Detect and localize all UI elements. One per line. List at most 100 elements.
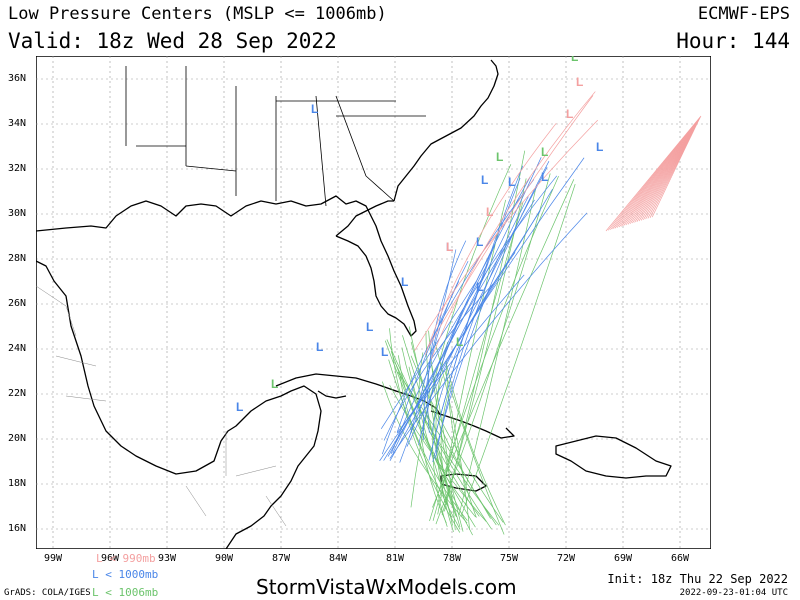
lon-label: 96W xyxy=(100,553,120,564)
track-line xyxy=(432,376,448,527)
low-marker: L xyxy=(566,107,573,121)
model-name: ECMWF-EPS xyxy=(697,4,790,24)
low-marker: L xyxy=(541,170,548,184)
track-line xyxy=(616,120,700,228)
lat-label: 18N xyxy=(8,478,27,489)
track-line xyxy=(618,121,699,228)
low-marker: L xyxy=(476,235,483,249)
track-line xyxy=(414,119,599,352)
low-marker: L xyxy=(456,335,463,349)
track-line xyxy=(380,281,477,430)
lon-label: 99W xyxy=(43,553,63,564)
track-line xyxy=(428,95,594,348)
valid-time: Valid: 18z Wed 28 Sep 2022 xyxy=(8,29,337,53)
low-marker: L xyxy=(576,75,583,89)
state-borders xyxy=(125,66,426,207)
low-marker: L xyxy=(446,240,453,254)
lat-label: 36N xyxy=(8,73,27,84)
init-time: Init: 18z Thu 22 Sep 2022 xyxy=(607,572,788,586)
low-marker: L xyxy=(311,102,318,116)
lon-label: 84W xyxy=(328,553,348,564)
low-marker: L xyxy=(541,145,548,159)
track-line xyxy=(623,122,698,226)
track-line xyxy=(383,283,494,441)
ensemble-tracks xyxy=(379,91,702,536)
mexico-states xyxy=(36,285,287,527)
track-line xyxy=(397,371,491,519)
low-marker: L xyxy=(508,175,515,189)
lon-label: 72W xyxy=(556,553,576,564)
track-line xyxy=(424,122,557,356)
track-line xyxy=(445,361,506,526)
low-marker: L xyxy=(446,240,453,254)
track-line xyxy=(388,359,461,530)
lon-label: 87W xyxy=(271,553,291,564)
low-marker: L xyxy=(381,345,388,359)
site-name: StormVistaWxModels.com xyxy=(256,575,517,599)
lon-label: 93W xyxy=(157,553,177,564)
track-line xyxy=(607,116,701,231)
forecast-hour: Hour: 144 xyxy=(676,29,790,53)
track-line xyxy=(621,121,699,227)
legend-990: L < 990mb xyxy=(96,552,156,565)
lat-label: 28N xyxy=(8,253,27,264)
low-marker: L xyxy=(476,280,483,294)
lat-label: 32N xyxy=(8,163,27,174)
track-line xyxy=(429,165,524,458)
track-line xyxy=(409,249,457,438)
low-marker: L xyxy=(366,320,373,334)
track-line xyxy=(396,274,525,434)
low-marker: L xyxy=(316,340,323,354)
track-line xyxy=(605,115,702,232)
low-marker: L xyxy=(401,275,408,289)
track-line xyxy=(458,188,537,515)
track-line xyxy=(612,118,700,230)
low-marker: L xyxy=(481,173,488,187)
lon-label: 90W xyxy=(214,553,234,564)
track-line xyxy=(440,384,457,518)
low-marker: L xyxy=(596,140,603,154)
lon-label: 69W xyxy=(613,553,633,564)
track-line xyxy=(390,175,558,455)
low-marker: L xyxy=(496,150,503,164)
track-line xyxy=(430,91,596,360)
track-line xyxy=(431,365,456,531)
track-line xyxy=(432,161,550,463)
lat-label: 34N xyxy=(8,118,27,129)
map-title: Low Pressure Centers (MSLP <= 1006mb) xyxy=(8,4,387,24)
track-line xyxy=(460,184,576,518)
lat-label: 26N xyxy=(8,298,27,309)
lat-label: 30N xyxy=(8,208,27,219)
track-line xyxy=(386,339,492,530)
low-marker: L xyxy=(236,400,243,414)
lon-label: 66W xyxy=(670,553,690,564)
track-line xyxy=(435,173,551,525)
lat-label: 22N xyxy=(8,388,27,399)
track-line xyxy=(420,262,489,437)
lon-label: 78W xyxy=(442,553,462,564)
track-line xyxy=(410,164,512,508)
lat-label: 16N xyxy=(8,523,27,534)
low-marker: L xyxy=(486,205,493,219)
legend-1000: L < 1000mb xyxy=(92,568,159,581)
lat-label: 24N xyxy=(8,343,27,354)
track-line xyxy=(427,240,467,433)
track-line xyxy=(410,355,504,523)
track-line xyxy=(651,134,693,218)
track-line xyxy=(422,260,469,441)
track-line xyxy=(610,117,701,230)
lat-label: 20N xyxy=(8,433,27,444)
lon-label: 81W xyxy=(385,553,405,564)
lon-label: 75W xyxy=(499,553,519,564)
track-line xyxy=(408,366,452,518)
legend-1006: L < 1006mb xyxy=(92,586,159,599)
track-line xyxy=(614,119,700,229)
track-line xyxy=(431,252,516,436)
track-line xyxy=(625,123,698,226)
grads-credit: GrADS: COLA/IGES xyxy=(4,588,91,598)
low-marker: L xyxy=(271,377,278,391)
low-marker: L xyxy=(571,56,578,64)
track-line xyxy=(399,373,468,521)
